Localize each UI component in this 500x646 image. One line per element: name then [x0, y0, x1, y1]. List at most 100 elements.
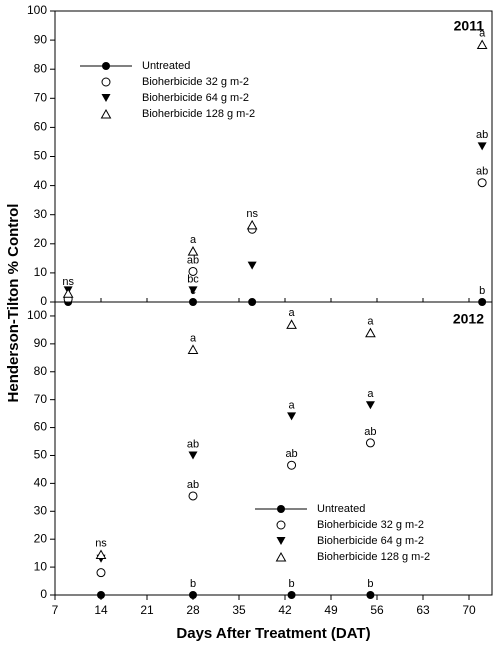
x-tick-label: 49 — [324, 603, 338, 617]
x-tick-label: 7 — [52, 603, 59, 617]
legend-label: Untreated — [142, 60, 190, 72]
data-point — [188, 266, 198, 276]
data-point — [365, 401, 375, 410]
y-tick-label: 20 — [34, 531, 48, 545]
y-tick-label: 40 — [34, 178, 48, 192]
y-axis-label: Henderson-Tilton % Control — [5, 204, 22, 403]
y-tick-label: 50 — [34, 149, 48, 163]
y-tick-label: 0 — [40, 587, 47, 601]
significance-letter: a — [289, 399, 296, 411]
y-tick-label: 10 — [34, 265, 48, 279]
data-point — [188, 286, 198, 295]
y-tick-label: 80 — [34, 61, 48, 75]
significance-letter: ns — [246, 208, 258, 220]
x-tick-label: 42 — [278, 603, 292, 617]
data-point — [247, 261, 257, 270]
data-point — [187, 344, 199, 354]
legend-marker — [101, 94, 111, 102]
legend-label: Untreated — [317, 503, 365, 515]
data-point — [96, 568, 106, 578]
data-point — [189, 591, 197, 599]
legend-marker — [276, 520, 286, 530]
data-point — [246, 219, 258, 230]
significance-letter: a — [367, 388, 374, 400]
significance-letter: ab — [187, 479, 199, 491]
data-point — [187, 246, 199, 256]
x-tick-label: 63 — [416, 603, 430, 617]
x-tick-label: 28 — [186, 603, 200, 617]
significance-letter: a — [190, 234, 197, 246]
y-tick-label: 30 — [34, 503, 48, 517]
significance-letter: a — [367, 316, 374, 328]
legend-marker — [100, 108, 112, 119]
y-tick-label: 30 — [34, 207, 48, 221]
data-point — [477, 178, 487, 188]
data-point — [476, 39, 488, 49]
y-tick-label: 100 — [27, 3, 47, 17]
significance-letter: ab — [364, 426, 376, 438]
y-tick-label: 90 — [34, 336, 48, 350]
significance-letter: ab — [476, 129, 488, 141]
legend-marker — [276, 537, 286, 545]
x-tick-label: 56 — [370, 603, 384, 617]
y-tick-label: 100 — [27, 308, 47, 322]
significance-letter: b — [190, 578, 196, 590]
data-point — [287, 460, 297, 470]
significance-letter: ab — [476, 166, 488, 178]
x-tick-label: 35 — [232, 603, 246, 617]
significance-letter: a — [190, 332, 197, 344]
data-point — [97, 591, 105, 599]
significance-letter: ns — [95, 537, 107, 549]
data-point — [62, 288, 74, 298]
data-point — [188, 491, 198, 501]
data-point — [188, 451, 198, 460]
x-axis-label: Days After Treatment (DAT) — [176, 625, 370, 642]
significance-letter: a — [479, 27, 486, 39]
data-point — [95, 549, 107, 560]
legend-label: Bioherbicide 32 g m-2 — [142, 76, 249, 88]
panel-label: 2011 — [454, 18, 485, 34]
legend-label: Bioherbicide 32 g m-2 — [317, 519, 424, 531]
y-tick-label: 60 — [34, 120, 48, 134]
panel-label: 2012 — [453, 311, 484, 327]
legend-label: Bioherbicide 128 g m-2 — [317, 551, 430, 563]
data-point — [365, 438, 375, 448]
y-tick-label: 90 — [34, 32, 48, 46]
x-tick-label: 21 — [140, 603, 154, 617]
y-tick-label: 20 — [34, 236, 48, 250]
y-tick-label: 80 — [34, 364, 48, 378]
significance-letter: ab — [285, 448, 297, 460]
y-tick-label: 40 — [34, 476, 48, 490]
legend-label: Bioherbicide 128 g m-2 — [142, 108, 255, 120]
legend-label: Bioherbicide 64 g m-2 — [317, 535, 424, 547]
y-tick-label: 60 — [34, 420, 48, 434]
data-point — [287, 412, 297, 421]
significance-letter: b — [479, 285, 485, 297]
significance-letter: ab — [187, 254, 199, 266]
data-point — [477, 142, 487, 151]
significance-letter: b — [289, 578, 295, 590]
y-tick-label: 0 — [40, 294, 47, 308]
legend-label: Bioherbicide 64 g m-2 — [142, 92, 249, 104]
legend-marker — [275, 551, 287, 562]
data-point — [286, 319, 297, 329]
y-tick-label: 70 — [34, 392, 48, 406]
x-tick-label: 70 — [462, 603, 476, 617]
significance-letter: bc — [187, 273, 199, 285]
significance-letter: b — [367, 578, 373, 590]
significance-letter: a — [289, 307, 296, 319]
legend-marker — [277, 505, 285, 513]
significance-letter: ab — [187, 438, 199, 450]
significance-letter: ns — [62, 276, 74, 288]
data-point — [365, 327, 376, 338]
x-tick-label: 14 — [94, 603, 108, 617]
y-tick-label: 50 — [34, 448, 48, 462]
legend-marker — [102, 62, 110, 70]
data-point — [366, 591, 375, 599]
y-tick-label: 10 — [34, 559, 48, 573]
legend-marker — [101, 77, 111, 87]
plot-frame — [54, 10, 493, 303]
data-point — [287, 591, 296, 599]
